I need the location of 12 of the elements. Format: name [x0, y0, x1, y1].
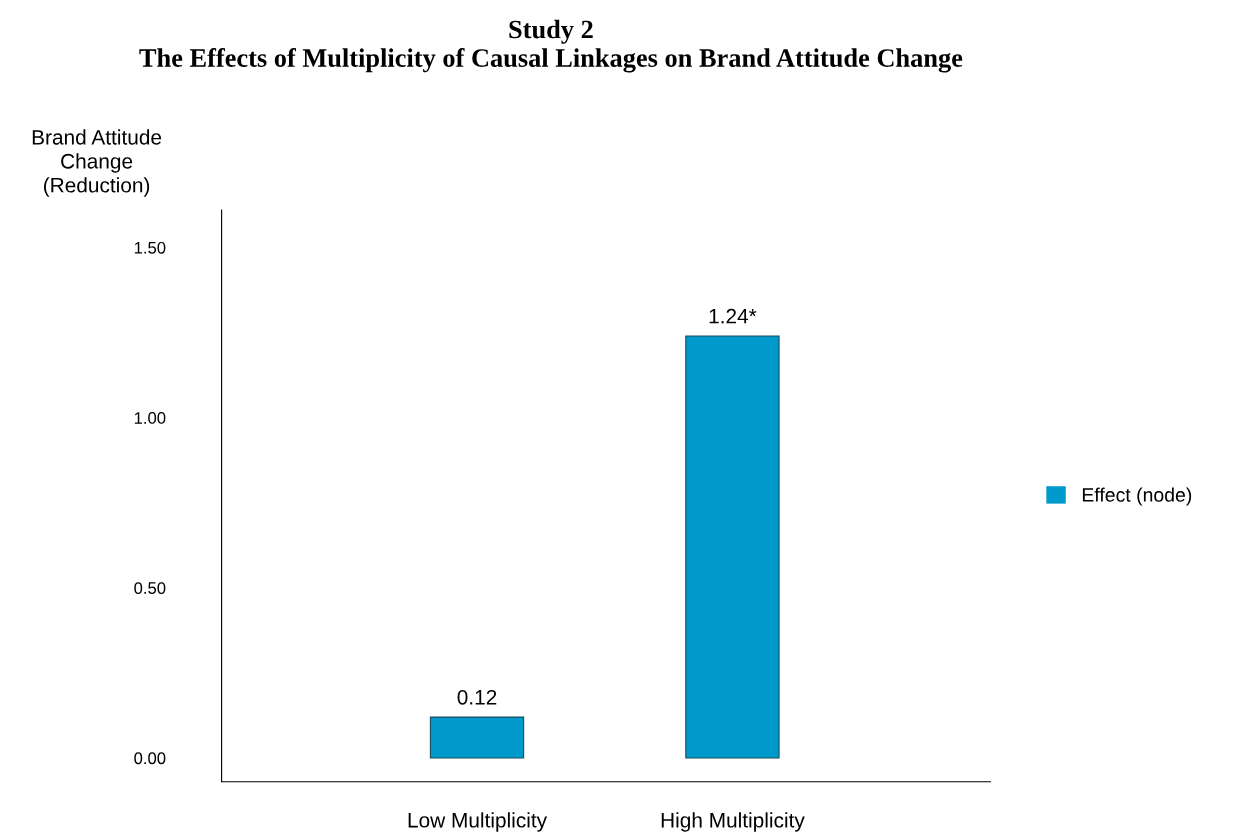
legend-label: Effect (node)	[1082, 487, 1192, 506]
y-axis-title: Brand Attitude Change (Reduction)	[32, 129, 162, 197]
chart-title: Study 2	[509, 19, 593, 44]
data-label: 0.12	[457, 689, 497, 705]
y-tick-label: 1.50	[134, 241, 166, 254]
y-tick-label: 0.50	[134, 582, 166, 594]
x-tick-label: High Multiplicity	[661, 812, 805, 832]
x-tick-label: Low Multiplicity	[408, 812, 548, 832]
chart-subtitle: The Effects of Multiplicity of Causal Linkages on Brand Attitude Change	[139, 48, 963, 73]
y-tick-label: 0.00	[134, 752, 166, 765]
data-label: 1.24*	[709, 308, 757, 324]
y-tick-label: 1.00	[134, 412, 166, 424]
